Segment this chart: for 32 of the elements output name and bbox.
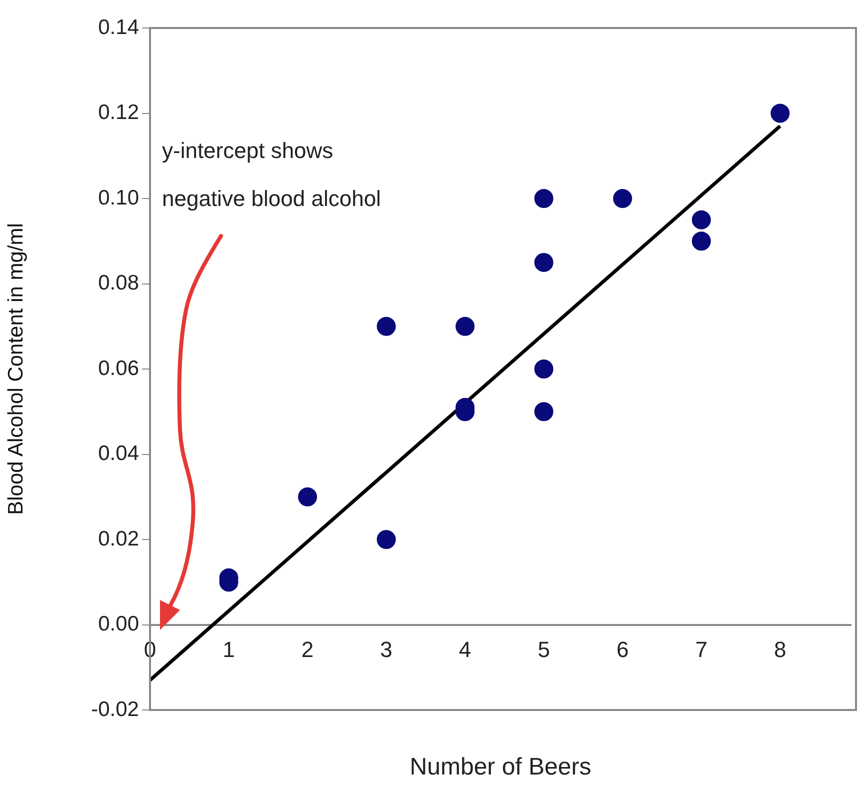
point [456,316,475,336]
x-tick-label: 4 [458,637,472,662]
point [534,402,554,422]
x-tick-label: 8 [774,637,786,662]
y-tick-label: 0.10 [98,186,139,210]
y-axis-title: Blood Alcohol Content in mg/ml [4,223,28,515]
x-tick-label: 2 [301,637,314,662]
y-tick-label: 0.12 [98,101,139,124]
point [298,487,318,506]
y-tick-label: -0.02 [91,698,139,721]
y-tick-label: 0.00 [98,612,139,636]
point [376,316,396,336]
point [770,104,790,123]
y-tick-label: 0.02 [98,527,139,550]
point [692,210,711,230]
point [534,252,554,272]
y-tick-label: 0.14 [98,16,140,39]
y-tick-label: 0.04 [98,442,140,466]
x-tick-label: 6 [616,637,629,662]
x-axis-title: Number of Beers [410,754,592,781]
x-tick-label: 5 [538,637,550,662]
point [534,360,554,378]
x-tick-label: 1 [222,637,235,662]
y-tick-label: 0.08 [98,272,139,295]
point [376,530,396,549]
point [534,189,554,208]
x-tick-label: 7 [695,637,708,662]
x-tick-label: 3 [380,637,392,662]
annotation: y-intercept shows negative blood alcohol [162,138,381,212]
point [692,232,711,251]
y-tick-label: 0.06 [98,356,139,380]
point [613,189,632,208]
